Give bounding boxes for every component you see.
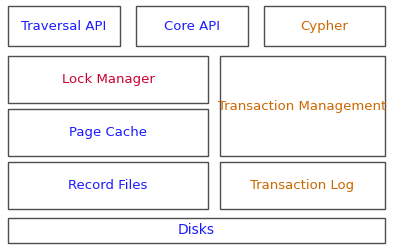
Bar [220, 56, 385, 156]
Text: Page Cache: Page Cache [69, 126, 147, 139]
Text: Cypher: Cypher [301, 19, 349, 33]
Text: Transaction Management: Transaction Management [219, 100, 387, 113]
Bar [264, 6, 385, 46]
Text: Lock Manager: Lock Manager [62, 73, 154, 86]
Text: Traversal API: Traversal API [21, 19, 107, 33]
Bar [220, 162, 385, 209]
Bar [8, 56, 208, 103]
Bar [8, 218, 385, 243]
Text: Disks: Disks [178, 224, 215, 238]
Text: Transaction Log: Transaction Log [250, 179, 354, 192]
Text: Core API: Core API [164, 19, 220, 33]
Bar [8, 6, 120, 46]
Bar [8, 162, 208, 209]
Bar [8, 109, 208, 156]
Bar [136, 6, 248, 46]
Text: Record Files: Record Files [68, 179, 148, 192]
